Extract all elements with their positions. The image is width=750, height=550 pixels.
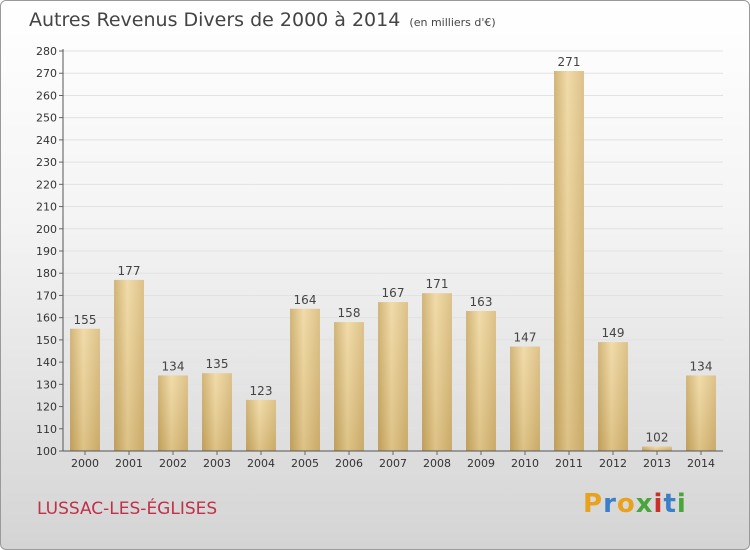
x-tick-label: 2006 — [335, 457, 363, 470]
bar-shade — [554, 71, 584, 451]
bar-shade — [70, 328, 100, 451]
data-label: 158 — [338, 306, 361, 320]
chart-title-text: Autres Revenus Divers de 2000 à 2014 — [29, 9, 401, 31]
y-tick-label: 230 — [36, 156, 57, 169]
data-label: 271 — [558, 55, 581, 69]
y-tick-label: 170 — [36, 289, 57, 302]
y-tick-label: 190 — [36, 245, 57, 258]
data-label: 163 — [470, 295, 493, 309]
bar-shade — [466, 311, 496, 451]
chart-unit-text: (en milliers d'€) — [409, 16, 496, 29]
data-label: 102 — [646, 431, 669, 445]
data-label: 147 — [514, 331, 537, 345]
logo-letter: i — [653, 489, 664, 519]
y-tick-label: 200 — [36, 223, 57, 236]
y-tick-label: 240 — [36, 134, 57, 147]
y-tick-label: 100 — [36, 445, 57, 458]
logo-letter: P — [583, 489, 604, 519]
bar-shade — [598, 342, 628, 451]
y-tick-label: 270 — [36, 67, 57, 80]
x-tick-label: 2000 — [71, 457, 99, 470]
x-tick-label: 2004 — [247, 457, 275, 470]
bar-shade — [422, 293, 452, 451]
x-tick-label: 2010 — [511, 457, 539, 470]
bar-shade — [202, 373, 232, 451]
bar-shade — [114, 279, 144, 451]
data-label: 123 — [250, 384, 273, 398]
x-axis-ticks: 2000 2001 2002 2003 2004 2005 2006 2007 2008 2009… — [71, 451, 715, 470]
x-tick-label: 2011 — [555, 457, 583, 470]
x-tick-label: 2014 — [687, 457, 715, 470]
bar-shade — [510, 346, 540, 451]
x-tick-label: 2001 — [115, 457, 143, 470]
data-label: 171 — [426, 277, 449, 291]
y-tick-label: 130 — [36, 378, 57, 391]
proxiti-logo: Proxiti — [583, 489, 687, 519]
data-label: 167 — [382, 286, 405, 300]
bar-shade — [334, 322, 364, 451]
y-axis-ticks: 100 110 120 130 140 150 160 170 180 190 200 210 220 2… — [36, 45, 63, 458]
y-tick-label: 220 — [36, 178, 57, 191]
y-tick-label: 280 — [36, 45, 57, 58]
data-label: 134 — [162, 359, 185, 373]
data-label: 164 — [294, 293, 317, 307]
x-tick-label: 2013 — [643, 457, 671, 470]
bar-shade — [158, 375, 188, 451]
x-tick-label: 2007 — [379, 457, 407, 470]
y-tick-label: 110 — [36, 423, 57, 436]
location-label: LUSSAC-LES-ÉGLISES — [37, 499, 218, 519]
logo-letter: i — [676, 489, 687, 519]
y-tick-label: 260 — [36, 89, 57, 102]
y-tick-label: 180 — [36, 267, 57, 280]
bar-shade — [686, 375, 716, 451]
logo-letter: r — [603, 489, 617, 519]
y-tick-label: 140 — [36, 356, 57, 369]
y-tick-label: 150 — [36, 334, 57, 347]
y-tick-label: 250 — [36, 112, 57, 125]
y-tick-label: 160 — [36, 312, 57, 325]
x-tick-label: 2009 — [467, 457, 495, 470]
logo-letter: x — [635, 489, 654, 519]
x-tick-label: 2008 — [423, 457, 451, 470]
data-label: 134 — [690, 359, 713, 373]
data-label: 135 — [206, 357, 229, 371]
chart-title: Autres Revenus Divers de 2000 à 2014 (en… — [29, 9, 496, 31]
data-label: 149 — [602, 326, 625, 340]
bar-shade — [378, 302, 408, 451]
y-tick-label: 120 — [36, 401, 57, 414]
bars: 155 177 134 135 123 164 158 167 171 163 147 271 149 1… — [70, 55, 716, 451]
logo-letter: t — [663, 489, 677, 519]
x-tick-label: 2012 — [599, 457, 627, 470]
x-tick-label: 2005 — [291, 457, 319, 470]
data-label: 155 — [74, 313, 97, 327]
bar-shade — [642, 446, 672, 451]
bar-shade — [290, 308, 320, 451]
y-tick-label: 210 — [36, 201, 57, 214]
logo-letter: o — [616, 489, 636, 519]
bar-shade — [246, 399, 276, 451]
x-tick-label: 2002 — [159, 457, 187, 470]
x-tick-label: 2003 — [203, 457, 231, 470]
data-label: 177 — [118, 264, 141, 278]
